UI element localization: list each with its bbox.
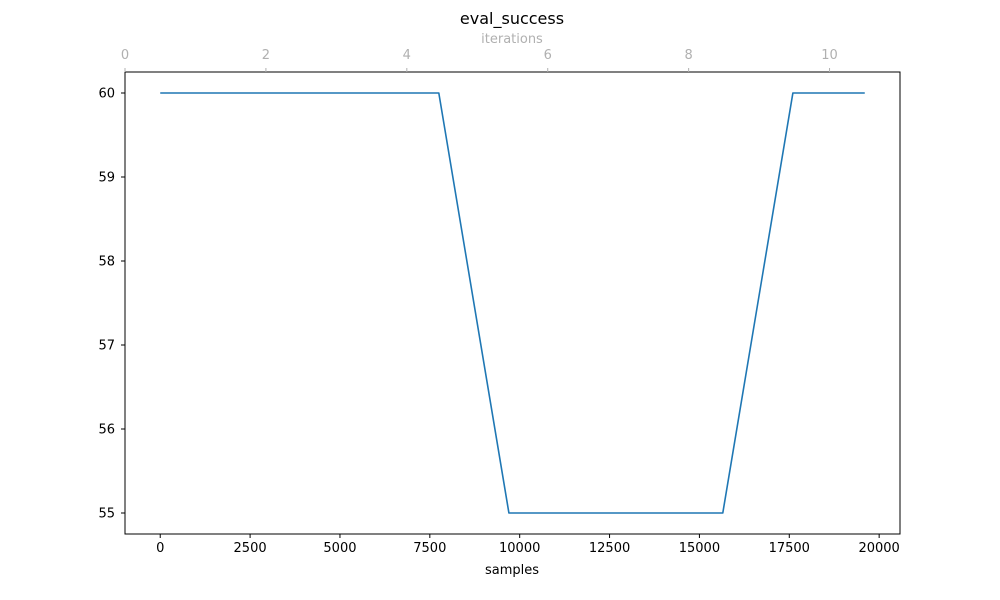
top-tick-label: 0 — [121, 48, 129, 63]
top-tick-label: 6 — [544, 48, 552, 63]
y-tick-label: 56 — [98, 423, 115, 438]
y-tick-label: 57 — [98, 339, 115, 354]
plot-area: 0 2500 5000 7500 10000 12500 15000 17500 20000 55… — [98, 48, 901, 556]
top-axis-label: iterations — [481, 32, 543, 47]
y-tick-label: 60 — [98, 87, 115, 102]
y-tick-label: 59 — [98, 171, 115, 186]
chart-title: eval_success — [460, 9, 564, 29]
x-tick-label: 0 — [156, 541, 164, 556]
x-tick-label: 5000 — [323, 541, 356, 556]
x-tick-label: 20000 — [858, 541, 899, 556]
x-tick-label: 15000 — [679, 541, 720, 556]
x-axis-label: samples — [485, 563, 539, 578]
x-tick-label: 2500 — [234, 541, 267, 556]
top-tick-label: 10 — [821, 48, 838, 63]
series-line — [160, 92, 865, 514]
y-tick-label: 58 — [98, 255, 115, 270]
top-tick-label: 8 — [684, 48, 692, 63]
x-tick-label: 7500 — [413, 541, 446, 556]
x-tick-label: 10000 — [499, 541, 540, 556]
x-tick-label: 12500 — [589, 541, 630, 556]
x-tick-label: 17500 — [769, 541, 810, 556]
plot-frame — [124, 71, 901, 535]
top-tick-label: 4 — [403, 48, 411, 63]
y-tick-label: 55 — [98, 507, 115, 522]
top-tick-label: 2 — [262, 48, 270, 63]
